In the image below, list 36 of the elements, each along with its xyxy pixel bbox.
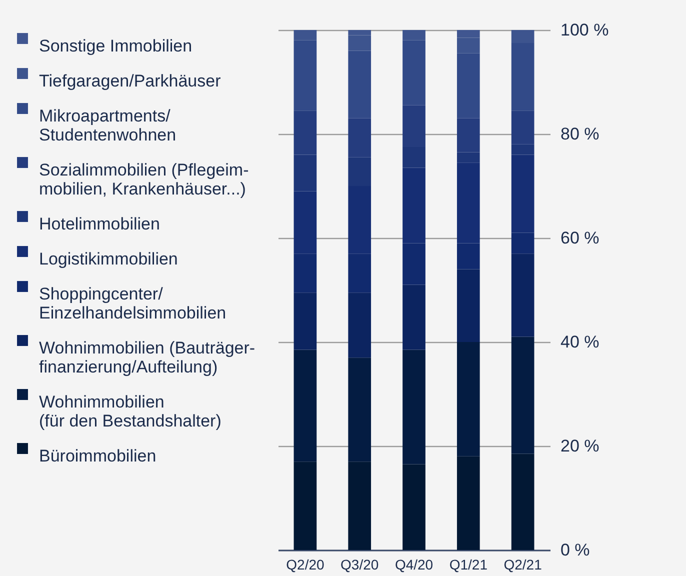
bar	[402, 284, 426, 350]
legend-label: Wohnimmobilien (Bauträger- finanzierung/Aufteilung)	[39, 338, 256, 376]
bar	[348, 462, 372, 550]
legend-label: Sozialimmobilien (Pflegeim- mobilien, Krankenhäuser...)	[39, 160, 249, 198]
x-tick-label: Q3/20	[340, 556, 379, 572]
legend-label: Büroimmobilien	[39, 446, 156, 466]
y-tick-label: 20 %	[560, 436, 600, 456]
bar	[402, 350, 426, 464]
bar	[456, 269, 480, 342]
bar	[294, 292, 317, 350]
bar	[456, 342, 480, 456]
bar	[511, 254, 534, 337]
y-tick-label: 0 %	[560, 540, 590, 560]
y-tick-label: 80 %	[560, 124, 600, 144]
legend-label: Logistikimmobilien	[39, 250, 178, 268]
y-tick-label: 40 %	[560, 332, 600, 352]
x-tick-label: Q4/20	[394, 556, 434, 572]
legend-label: Tiefgaragen/Parkhäuser	[39, 72, 222, 90]
bar	[456, 456, 480, 550]
bar	[348, 358, 372, 462]
x-tick-label: Q2/21	[504, 556, 542, 572]
legend-label: Shoppingcenter/ Einzelhandelsimmobilien	[39, 284, 226, 322]
legend-label: Sonstige Immobilien	[39, 36, 192, 56]
bar	[294, 462, 317, 550]
bar	[511, 454, 534, 550]
legend-label: Wohnimmobilien (für den Bestandshalter)	[39, 392, 222, 430]
legend-label: Mikroapartments/ Studentenwohnen	[39, 106, 176, 144]
bar	[402, 464, 426, 550]
bar	[294, 350, 317, 462]
bar	[348, 292, 372, 358]
y-tick-label: 100 %	[560, 20, 609, 40]
x-tick-label: Q1/21	[449, 556, 488, 572]
legend-label: Hotelimmobilien	[39, 214, 160, 234]
x-tick-label: Q2/20	[286, 556, 324, 572]
bar	[511, 336, 534, 454]
y-tick-label: 60 %	[560, 228, 600, 248]
